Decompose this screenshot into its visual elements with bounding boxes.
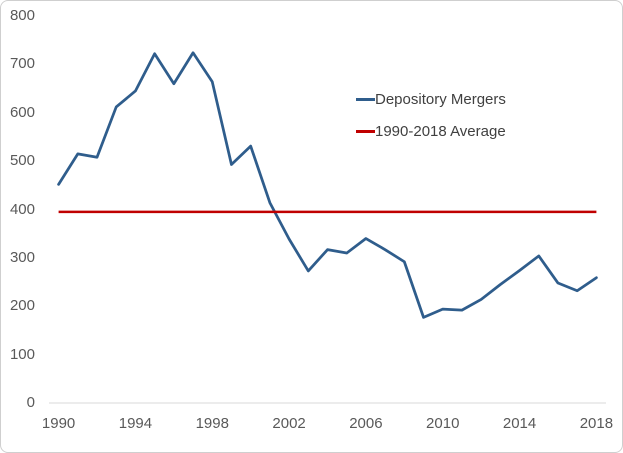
legend-label: Depository Mergers	[375, 90, 506, 108]
x-axis-tick-label: 2018	[579, 415, 614, 432]
x-axis-tick-label: 1990	[41, 415, 76, 432]
y-axis-tick-label: 500	[9, 152, 35, 170]
legend-item: Depository Mergers	[356, 90, 506, 108]
x-axis-tick-label: 2010	[426, 415, 460, 432]
legend-label: 1990-2018 Average	[375, 122, 506, 140]
y-axis-tick-label: 800	[9, 7, 35, 24]
x-axis-tick-label: 2014	[502, 415, 537, 432]
y-axis-tick-label: 300	[9, 248, 35, 266]
legend-line-swatch-icon	[356, 97, 375, 101]
x-axis-tick-label: 2002	[272, 415, 306, 432]
legend: Depository Mergers 1990-2018 Average	[356, 91, 506, 155]
y-axis-tick-label: 200	[9, 297, 35, 315]
y-axis-tick-label: 700	[9, 55, 35, 73]
y-axis-tick-label: 100	[9, 345, 35, 363]
y-axis-tick-label: 600	[9, 103, 35, 121]
legend-item: 1990-2018 Average	[356, 122, 506, 140]
depository-mergers-line	[57, 51, 598, 319]
x-axis-tick-label: 2006	[349, 415, 383, 432]
y-axis-tick-label: 0	[26, 394, 35, 411]
x-axis-tick-label: 1998	[195, 415, 229, 432]
legend-line-swatch-icon	[356, 129, 375, 133]
y-axis-tick-label: 400	[9, 200, 35, 218]
x-axis-tick-label: 1994	[118, 415, 153, 432]
